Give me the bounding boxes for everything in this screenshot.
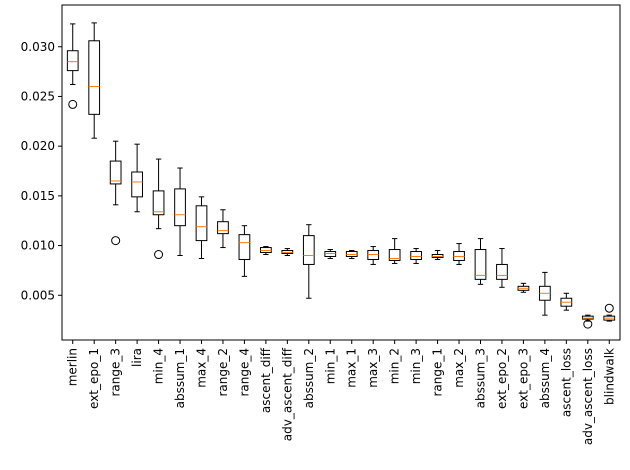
x-tick-label: range_2	[216, 348, 230, 397]
box-ascent_diff	[260, 246, 272, 256]
box-ext_epo_1	[88, 22, 101, 139]
box-range_4	[238, 225, 251, 277]
y-tick-label: 0.020	[21, 139, 55, 153]
y-tick-label: 0.005	[21, 288, 55, 302]
y-tick-label: 0.030	[21, 40, 55, 54]
box-merlin	[66, 23, 79, 109]
box-adv_ascent_loss	[581, 314, 594, 329]
iqr-box	[410, 251, 422, 260]
outlier-point	[604, 303, 614, 313]
x-tick-label: merlin	[66, 348, 80, 386]
box-abssum_3	[474, 238, 487, 285]
iqr-box	[302, 235, 315, 265]
iqr-box	[238, 234, 251, 260]
x-tick-label: lira	[130, 348, 144, 367]
iqr-box	[496, 263, 508, 280]
box-adv_ascent_diff	[281, 248, 294, 257]
box-ext_epo_2	[496, 248, 508, 288]
box-range_1	[431, 250, 444, 260]
boxes-layer	[66, 22, 616, 329]
x-tick-label: adv_ascent_loss	[581, 348, 595, 445]
x-tick-label: ascent_loss	[559, 348, 573, 417]
outlier-point	[68, 99, 78, 109]
box-ascent_loss	[560, 292, 573, 311]
x-axis: merlin ext_epo_1 range_3 lira min_4 abssum_1 m…	[66, 340, 616, 445]
x-tick-label: abssum_3	[474, 348, 488, 408]
iqr-box	[388, 249, 401, 261]
box-lira	[131, 143, 143, 213]
outlier-point	[583, 319, 593, 329]
box-abssum_1	[174, 167, 186, 257]
box-min_2	[388, 238, 401, 264]
y-tick-label: 0.025	[21, 89, 55, 103]
x-tick-label: ext_epo_1	[87, 348, 101, 409]
outlier-point	[111, 236, 121, 246]
y-tick-label: 0.010	[21, 239, 55, 253]
x-tick-label: abssum_1	[173, 348, 187, 408]
x-tick-label: blindwalk	[602, 348, 616, 405]
box-range_2	[217, 209, 229, 249]
x-tick-label: range_1	[431, 348, 445, 397]
box-min_3	[410, 248, 422, 264]
iqr-box	[88, 40, 101, 115]
x-tick-label: min_4	[152, 348, 166, 384]
x-tick-label: max_1	[345, 348, 359, 388]
y-axis: 0.005 0.010 0.015 0.020 0.025 0.030	[21, 40, 62, 302]
iqr-box	[131, 171, 143, 198]
iqr-box	[109, 160, 122, 185]
box-max_3	[367, 246, 380, 265]
x-tick-label: max_4	[195, 348, 209, 388]
x-tick-label: abssum_4	[538, 348, 552, 408]
plot-frame	[61, 4, 621, 341]
box-max_4	[195, 196, 208, 259]
x-tick-label: max_2	[452, 348, 466, 388]
x-tick-label: range_3	[109, 348, 123, 397]
iqr-box	[195, 205, 208, 242]
x-tick-label: ext_epo_3	[516, 348, 530, 409]
iqr-box	[174, 188, 186, 227]
box-max_1	[345, 250, 358, 259]
y-tick-label: 0.015	[21, 189, 55, 203]
x-tick-label: ext_epo_2	[495, 348, 509, 409]
iqr-box	[66, 50, 79, 72]
box-abssum_4	[539, 271, 551, 316]
iqr-box	[474, 249, 487, 280]
box-max_2	[453, 243, 465, 265]
box-range_3	[109, 140, 122, 246]
x-tick-label: adv_ascent_diff	[280, 347, 294, 441]
x-tick-label: min_1	[323, 348, 337, 384]
x-tick-label: min_3	[409, 348, 423, 384]
outlier-point	[154, 250, 164, 260]
x-tick-label: abssum_2	[302, 348, 316, 408]
iqr-box	[152, 190, 165, 216]
box-min_4	[152, 158, 165, 260]
x-tick-label: max_3	[366, 348, 380, 388]
box-abssum_2	[302, 224, 315, 299]
box-min_1	[324, 249, 337, 259]
x-tick-label: range_4	[237, 348, 251, 397]
iqr-box	[217, 221, 229, 235]
x-tick-label: min_2	[388, 348, 402, 384]
box-ext_epo_3	[517, 282, 530, 293]
box-blindwalk	[603, 303, 616, 322]
x-tick-label: ascent_diff	[259, 347, 273, 413]
